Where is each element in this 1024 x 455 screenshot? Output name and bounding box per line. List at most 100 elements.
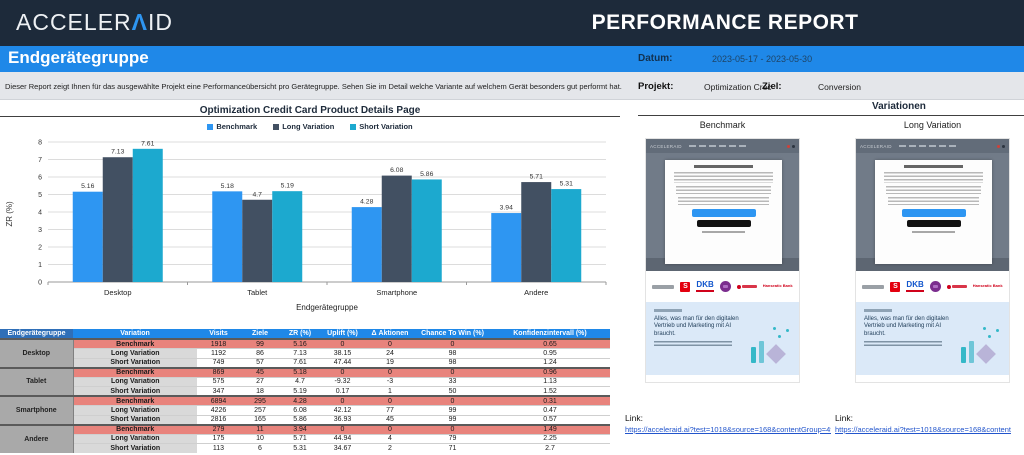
bar-value-label: 5.16 <box>81 183 94 190</box>
value-cell: 175 <box>197 433 240 444</box>
thumb-card-paragraph <box>674 171 773 183</box>
value-cell: 4.7 <box>280 376 320 387</box>
table-row: Long Variation 4226 257 6.08 42.12 77 99 0.47 <box>0 405 610 415</box>
value-cell: 4226 <box>197 405 240 415</box>
legend-swatch <box>207 123 214 130</box>
thumb-secondary-button <box>906 219 961 227</box>
thumb-lang-icons <box>787 144 795 148</box>
value-cell: 1 <box>365 386 415 396</box>
x-tick-label: Andere <box>524 288 548 297</box>
value-cell: 86 <box>240 348 280 358</box>
chart-legend: Benchmark Long Variation Short Variation <box>0 119 620 134</box>
variation-cell: Benchmark <box>73 338 197 349</box>
value-cell: 1.52 <box>490 386 610 396</box>
y-tick-label: 2 <box>38 245 42 252</box>
thumb-hero <box>856 153 1009 271</box>
bar-desktop-1 <box>102 157 133 282</box>
y-tick-label: 4 <box>38 210 42 217</box>
value-cell: 749 <box>197 357 240 368</box>
legend-item: Long Variation <box>273 122 334 131</box>
x-tick-label: Smartphone <box>376 288 417 297</box>
thumb-card-paragraph <box>888 196 979 205</box>
thumb-fine-print <box>701 230 746 233</box>
value-cell: 0.17 <box>320 386 365 396</box>
thumb-promo-headline: Alles, was man für den digitalen Vertrie… <box>864 315 949 337</box>
value-cell: 42.12 <box>320 405 365 415</box>
bar-andere-0 <box>491 213 522 282</box>
hanseatic-bank-logo: Hanseatic Bank <box>972 283 1003 289</box>
variation-cell: Long Variation <box>73 376 197 387</box>
thumb-site-header: ACCELERAID <box>856 139 1009 153</box>
bar-tablet-1 <box>242 199 273 282</box>
value-cell: 27 <box>240 376 280 387</box>
variation-cell: Short Variation <box>73 357 197 368</box>
value-cell: 0.47 <box>490 405 610 415</box>
device-cell: Andere <box>0 423 74 453</box>
legend-label: Short Variation <box>359 122 413 131</box>
sparkasse-logo: S <box>680 281 691 292</box>
table-row: Short Variation 749 57 7.61 47.44 19 98 1.24 <box>0 357 610 368</box>
value-cell: 71 <box>415 443 490 453</box>
bar-value-label: 7.13 <box>111 149 124 156</box>
bar-value-label: 4.7 <box>253 191 263 198</box>
value-cell: 1918 <box>197 338 240 349</box>
value-cell: 57 <box>240 357 280 368</box>
value-cell: 5.19 <box>280 386 320 396</box>
bar-tablet-0 <box>212 191 243 282</box>
value-cell: 257 <box>240 405 280 415</box>
legend-item: Benchmark <box>207 122 257 131</box>
thumb-promo-eyebrow <box>864 309 892 312</box>
thumb-site-header: ACCELERAID <box>646 139 799 153</box>
thumb-promo-illustration <box>747 327 793 367</box>
value-cell: 45 <box>240 366 280 377</box>
purple-brand-logo <box>929 281 941 292</box>
thumb-text-card <box>665 160 782 264</box>
value-cell: 2816 <box>197 414 240 425</box>
bar-value-label: 6.08 <box>390 167 403 174</box>
datum-value: 2023-05-17 - 2023-05-30 <box>712 54 813 64</box>
table-header-cell: Visits <box>197 329 240 339</box>
performance-table: Endgerätegruppe Variation Visits Ziele ZR (%… <box>0 329 610 453</box>
link-label: Link: <box>835 413 853 423</box>
variation-cell: Benchmark <box>73 395 197 406</box>
thumb-promo-headline: Alles, was man für den digitalen Vertrie… <box>654 315 739 337</box>
x-axis-title: Endgerätegruppe <box>296 303 358 312</box>
table-row: Tablet Benchmark 869 45 5.18 0 0 0 0.96 <box>0 366 610 396</box>
value-cell: 0.65 <box>490 338 610 349</box>
info-row: Dieser Report zeigt Ihnen für das ausgew… <box>0 72 1024 100</box>
value-cell: 0.31 <box>490 395 610 406</box>
legend-swatch <box>273 123 280 130</box>
value-cell: 1192 <box>197 348 240 358</box>
value-cell: 165 <box>240 414 280 425</box>
bar-smartphone-2 <box>411 179 442 282</box>
bar-value-label: 5.71 <box>530 174 543 181</box>
value-cell: 0 <box>415 366 490 377</box>
value-cell: 2 <box>365 443 415 453</box>
thumb-promo-section: Alles, was man für den digitalen Vertrie… <box>646 302 799 375</box>
bar-value-label: 5.86 <box>420 171 433 178</box>
variation-url-link[interactable]: https://acceleraid.ai?test=1018&source=1… <box>835 425 1011 434</box>
bar-value-label: 5.19 <box>281 183 294 190</box>
variation-label: Long Variation <box>903 120 962 130</box>
value-cell: 869 <box>197 366 240 377</box>
value-cell: 279 <box>197 423 240 434</box>
thumb-card-heading <box>903 165 964 168</box>
value-cell: 18 <box>240 386 280 396</box>
x-tick-label: Tablet <box>247 288 268 297</box>
acceleraid-logo: ACCELERΛID <box>16 9 173 36</box>
value-cell: 2.7 <box>490 443 610 453</box>
value-cell: 295 <box>240 395 280 406</box>
value-cell: 99 <box>415 405 490 415</box>
thumb-fine-print <box>911 230 956 233</box>
variation-url-link[interactable]: https://acceleraid.ai?test=1018&source=1… <box>625 425 831 434</box>
value-cell: 0 <box>365 338 415 349</box>
device-cell: Desktop <box>0 338 74 368</box>
value-cell: 99 <box>240 338 280 349</box>
bar-andere-2 <box>551 189 582 282</box>
value-cell: 0 <box>415 423 490 434</box>
x-tick-label: Desktop <box>104 288 132 297</box>
table-row: Short Variation 347 18 5.19 0.17 1 50 1.52 <box>0 386 610 396</box>
thumb-secondary-button <box>696 219 751 227</box>
y-tick-label: 3 <box>38 227 42 234</box>
value-cell: 77 <box>365 405 415 415</box>
